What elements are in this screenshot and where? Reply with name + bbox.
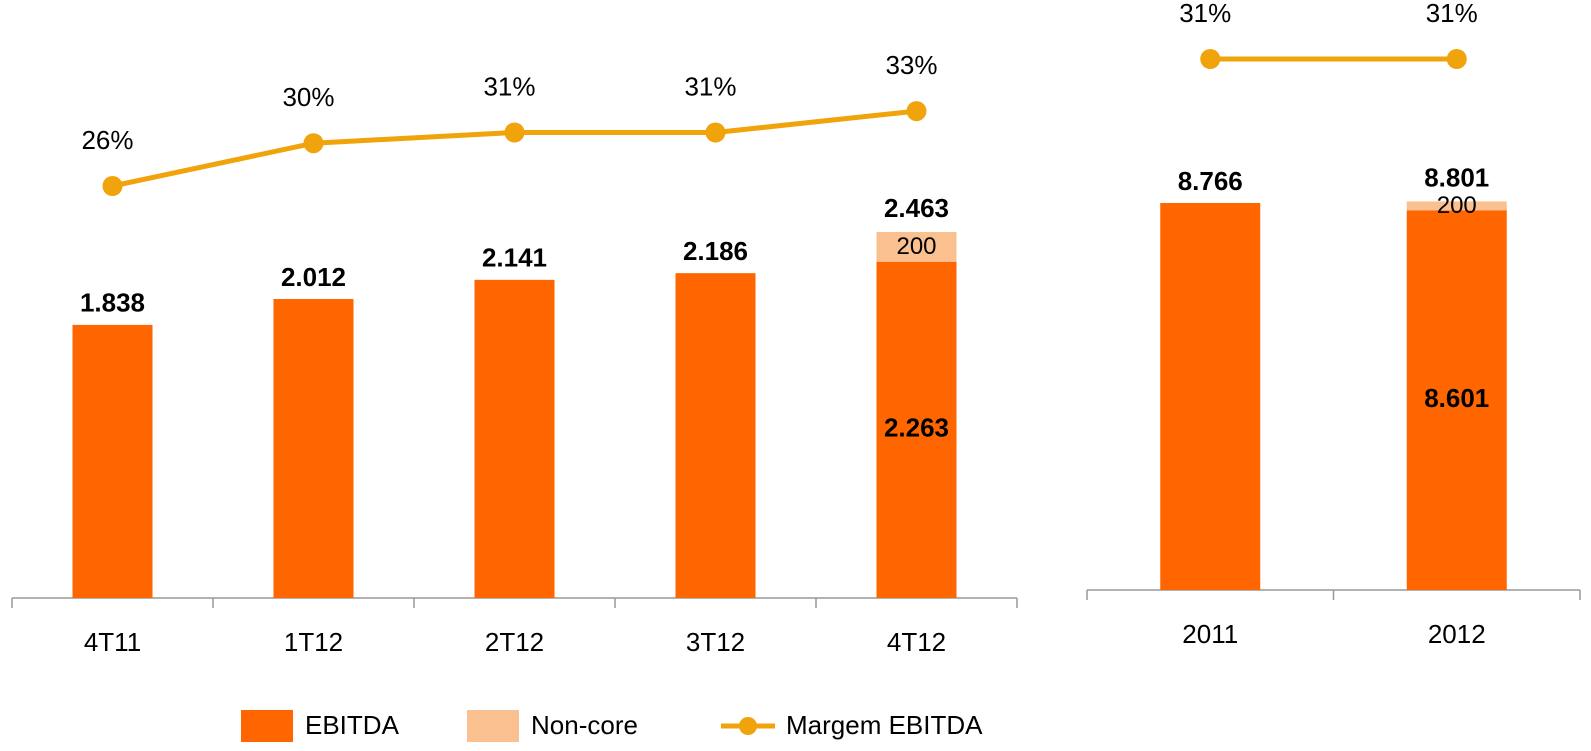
data-label: 2.263 [884, 413, 949, 443]
x-tick-label: 1T12 [284, 627, 343, 657]
x-tick-label: 4T11 [84, 627, 141, 657]
data-label: 31% [684, 71, 736, 101]
data-label: 31% [483, 71, 535, 101]
legend-label: Margem EBITDA [786, 710, 983, 740]
data-label: 200 [896, 233, 936, 260]
legend-swatch [467, 710, 519, 742]
data-label: 8.766 [1178, 166, 1243, 196]
legend-label: EBITDA [305, 710, 400, 740]
data-label: 31% [1426, 0, 1478, 28]
line-marker [1446, 49, 1467, 69]
data-label: 33% [885, 50, 937, 80]
x-tick-label: 2012 [1428, 619, 1486, 649]
x-tick-label: 4T12 [887, 627, 946, 657]
bar [72, 324, 153, 598]
data-label: 2.141 [482, 243, 547, 273]
x-tick-label: 2011 [1182, 619, 1238, 649]
x-tick-label: 3T12 [686, 627, 745, 657]
x-tick-label: 2T12 [485, 627, 544, 657]
line-marker [102, 176, 123, 196]
data-label: 26% [81, 125, 133, 155]
line-marker [906, 101, 927, 122]
data-label: 30% [282, 82, 334, 112]
line-marker [1200, 49, 1221, 69]
bar [1160, 202, 1261, 591]
legend-label: Non-core [531, 710, 638, 740]
bar [876, 261, 957, 598]
data-label: 8.601 [1424, 383, 1489, 413]
data-label: 200 [1437, 192, 1477, 219]
line-marker [303, 133, 324, 154]
data-label: 1.838 [80, 288, 145, 318]
data-label: 31% [1179, 0, 1231, 28]
bar [273, 299, 354, 598]
total-label: 8.801 [1424, 162, 1489, 192]
legend: EBITDA Non-core Margem EBITDA [241, 710, 983, 742]
line [111, 108, 917, 189]
bar [1406, 201, 1507, 211]
legend-swatch [241, 710, 293, 742]
legend-marker [739, 717, 757, 735]
line-marker [504, 122, 525, 143]
bar [876, 231, 957, 262]
total-label: 2.463 [884, 193, 949, 223]
data-label: 2.012 [281, 262, 346, 292]
bar [474, 279, 555, 598]
bar [1406, 210, 1507, 590]
bar [675, 273, 756, 598]
data-label: 2.186 [683, 236, 748, 266]
line-marker [705, 122, 726, 143]
